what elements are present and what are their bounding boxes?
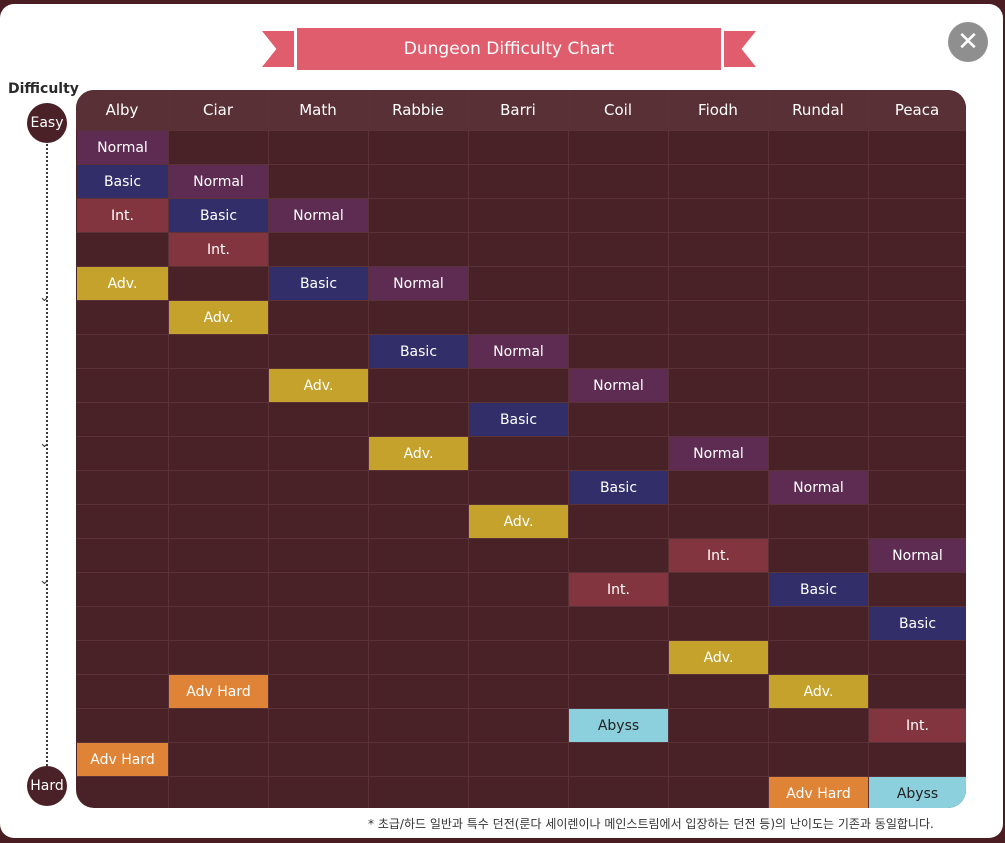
grid-line-horizontal	[76, 572, 966, 573]
grid-line-horizontal	[76, 300, 966, 301]
grid-line-horizontal	[76, 164, 966, 165]
difficulty-cell-coil: Basic	[569, 471, 668, 504]
difficulty-cell-rundal: Basic	[769, 573, 868, 606]
grid-line-horizontal	[76, 130, 966, 131]
difficulty-cell-coil: Int.	[569, 573, 668, 606]
difficulty-cell-fiodh: Normal	[669, 437, 768, 470]
grid-line-horizontal	[76, 538, 966, 539]
page-title: Dungeon Difficulty Chart	[297, 28, 721, 70]
grid-line-horizontal	[76, 708, 966, 709]
grid-line-vertical	[668, 90, 669, 808]
grid-line-vertical	[468, 90, 469, 808]
difficulty-cell-alby: Adv Hard	[77, 743, 168, 776]
difficulty-axis-line	[46, 144, 48, 770]
grid-line-vertical	[568, 90, 569, 808]
grid-line-horizontal	[76, 402, 966, 403]
difficulty-cell-peaca: Abyss	[869, 777, 966, 808]
difficulty-cell-ciar: Adv.	[169, 301, 268, 334]
column-header-math: Math	[299, 101, 337, 119]
column-header-alby: Alby	[105, 101, 139, 119]
difficulty-cell-peaca: Normal	[869, 539, 966, 572]
grid-line-vertical	[868, 90, 869, 808]
column-header-barri: Barri	[500, 101, 536, 119]
difficulty-cell-ciar: Normal	[169, 165, 268, 198]
difficulty-cell-alby: Normal	[77, 131, 168, 164]
difficulty-cell-barri: Basic	[469, 403, 568, 436]
chevron-down-icon: ⌄	[39, 573, 50, 588]
difficulty-cell-peaca: Int.	[869, 709, 966, 742]
difficulty-cell-barri: Normal	[469, 335, 568, 368]
grid-line-horizontal	[76, 640, 966, 641]
difficulty-cell-rabbie: Normal	[369, 267, 468, 300]
column-header-fiodh: Fiodh	[698, 101, 738, 119]
grid-line-horizontal	[76, 776, 966, 777]
close-button[interactable]: ✕	[948, 22, 988, 62]
difficulty-hard-marker: Hard	[27, 766, 67, 806]
grid-line-horizontal	[76, 606, 966, 607]
dialog-panel: Dungeon Difficulty Chart ✕ Difficulty Ea…	[0, 4, 1003, 838]
column-header-rundal: Rundal	[792, 101, 844, 119]
difficulty-cell-ciar: Adv Hard	[169, 675, 268, 708]
column-header-peaca: Peaca	[894, 101, 940, 119]
column-header-coil: Coil	[604, 101, 632, 119]
grid-line-horizontal	[76, 198, 966, 199]
difficulty-cell-math: Adv.	[269, 369, 368, 402]
difficulty-cell-peaca: Basic	[869, 607, 966, 640]
difficulty-cell-ciar: Basic	[169, 199, 268, 232]
difficulty-label: Difficulty	[8, 81, 79, 97]
grid-line-horizontal	[76, 504, 966, 505]
grid-line-horizontal	[76, 436, 966, 437]
grid-line-horizontal	[76, 334, 966, 335]
column-header-ciar: Ciar	[203, 101, 233, 119]
difficulty-cell-coil: Abyss	[569, 709, 668, 742]
difficulty-cell-math: Normal	[269, 199, 368, 232]
grid-line-horizontal	[76, 470, 966, 471]
difficulty-cell-rundal: Adv.	[769, 675, 868, 708]
difficulty-cell-rundal: Adv Hard	[769, 777, 868, 808]
difficulty-cell-coil: Normal	[569, 369, 668, 402]
ribbon-right	[724, 31, 756, 67]
difficulty-cell-rabbie: Basic	[369, 335, 468, 368]
difficulty-cell-barri: Adv.	[469, 505, 568, 538]
close-icon: ✕	[957, 27, 979, 57]
character-header-row	[76, 90, 966, 130]
grid-line-horizontal	[76, 674, 966, 675]
grid-line-vertical	[268, 90, 269, 808]
grid-line-vertical	[768, 90, 769, 808]
column-header-rabbie: Rabbie	[392, 101, 444, 119]
grid-line-horizontal	[76, 232, 966, 233]
difficulty-cell-alby: Basic	[77, 165, 168, 198]
difficulty-cell-fiodh: Adv.	[669, 641, 768, 674]
difficulty-cell-ciar: Int.	[169, 233, 268, 266]
grid-line-vertical	[168, 90, 169, 808]
difficulty-cell-math: Basic	[269, 267, 368, 300]
difficulty-easy-marker: Easy	[27, 103, 67, 143]
footnote: * 초급/하드 일반과 특수 던전(룬다 세이렌이나 메인스트림에서 입장하는 …	[368, 817, 934, 831]
difficulty-cell-fiodh: Int.	[669, 539, 768, 572]
ribbon-left	[262, 31, 294, 67]
title-banner: Dungeon Difficulty Chart	[262, 28, 756, 72]
chevron-down-icon: ⌄	[39, 290, 50, 305]
grid-line-horizontal	[76, 266, 966, 267]
grid-line-horizontal	[76, 742, 966, 743]
difficulty-cell-rabbie: Adv.	[369, 437, 468, 470]
grid-line-vertical	[368, 90, 369, 808]
difficulty-grid: Alby Ciar Math Rabbie Barri Coil Fiodh Rundal Pe…	[76, 90, 966, 808]
difficulty-cell-rundal: Normal	[769, 471, 868, 504]
chevron-down-icon: ⌄	[39, 436, 50, 451]
difficulty-cell-alby: Adv.	[77, 267, 168, 300]
grid-line-horizontal	[76, 368, 966, 369]
difficulty-cell-alby: Int.	[77, 199, 168, 232]
